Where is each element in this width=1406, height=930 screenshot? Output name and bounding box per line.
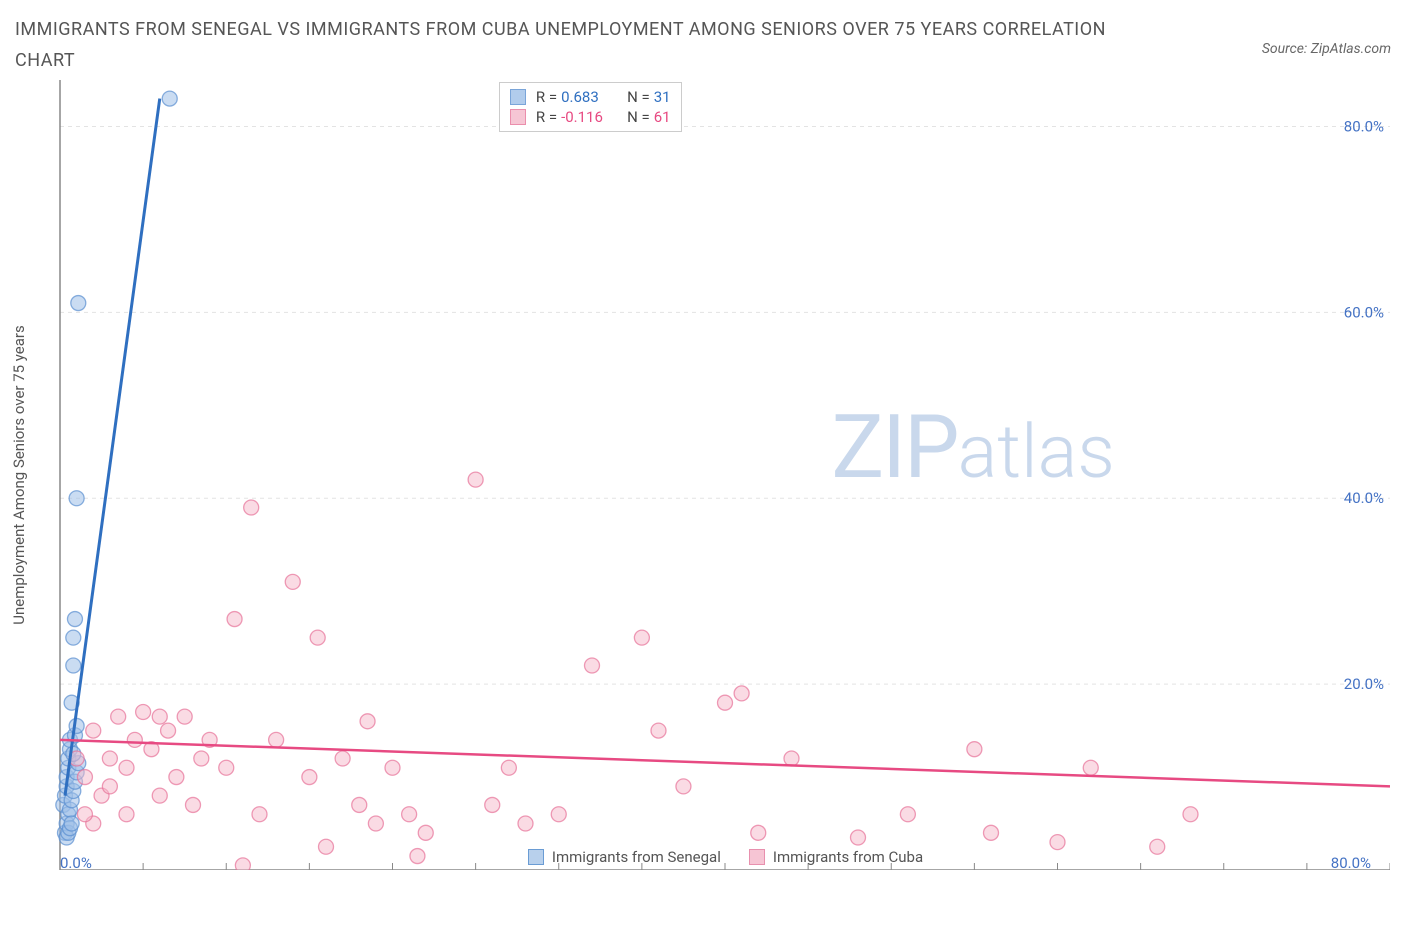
legend-swatch bbox=[510, 109, 526, 125]
bottom-legend-item: Immigrants from Cuba bbox=[749, 848, 923, 866]
stats-legend-row: R = -0.116N = 61 bbox=[510, 107, 671, 127]
bottom-legend-item: Immigrants from Senegal bbox=[528, 848, 721, 866]
source-label: Source: ZipAtlas.com bbox=[1262, 41, 1391, 57]
legend-label: Immigrants from Senegal bbox=[552, 848, 721, 866]
legend-swatch bbox=[749, 849, 765, 865]
svg-text:20.0%: 20.0% bbox=[1344, 675, 1384, 693]
chart-title: IMMIGRANTS FROM SENEGAL VS IMMIGRANTS FR… bbox=[15, 15, 1115, 76]
legend-swatch bbox=[528, 849, 544, 865]
bottom-legend: Immigrants from Senegal Immigrants from C… bbox=[60, 848, 1391, 869]
legend-swatch bbox=[510, 89, 526, 105]
y-axis-label: Unemployment Among Seniors over 75 years bbox=[10, 325, 28, 624]
legend-label: Immigrants from Cuba bbox=[773, 848, 923, 866]
chart-area: Unemployment Among Seniors over 75 years… bbox=[15, 80, 1391, 870]
stats-legend-row: R = 0.683N = 31 bbox=[510, 87, 671, 107]
svg-text:40.0%: 40.0% bbox=[1344, 489, 1384, 507]
x-tick-max: 80.0% bbox=[1331, 854, 1371, 872]
svg-text:80.0%: 80.0% bbox=[1344, 118, 1384, 136]
x-axis-labels: 0.0% 80.0% Immigrants from SenegalImmigr… bbox=[60, 848, 1391, 878]
scatter-plot-svg: 20.0% 40.0% 60.0% 80.0% bbox=[15, 80, 1390, 870]
svg-text:60.0%: 60.0% bbox=[1344, 304, 1384, 322]
stats-legend: R = 0.683N = 31R = -0.116N = 61 bbox=[499, 82, 682, 132]
x-tick-min: 0.0% bbox=[60, 854, 92, 872]
